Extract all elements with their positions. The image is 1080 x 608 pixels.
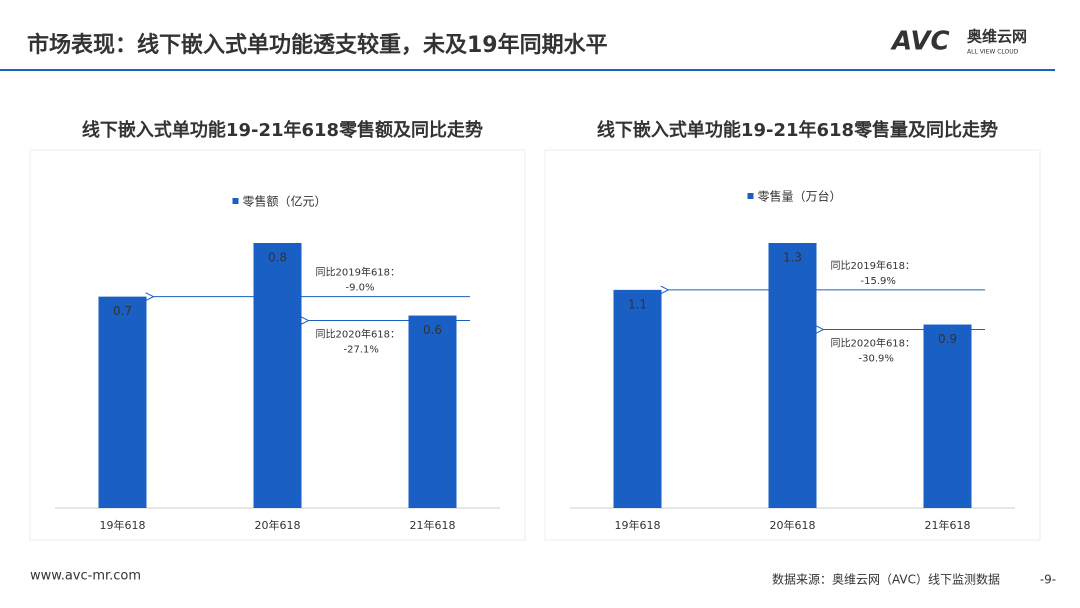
bar	[253, 243, 302, 508]
legend-label: 零售额（亿元）	[243, 194, 327, 209]
value-label: 1.1	[628, 297, 647, 311]
bar	[923, 324, 972, 508]
logo-en: ALL VIEW CLOUD	[967, 49, 1019, 56]
chart-title: 线下嵌入式单功能19-21年618零售额及同比走势	[82, 119, 483, 141]
annotation-label: 同比2019年618：	[316, 266, 401, 279]
logo-cn: 奥维云网	[967, 28, 1027, 46]
annotation-change: -30.9%	[859, 354, 894, 365]
logo: AVC	[890, 27, 950, 57]
panel-frame	[29, 149, 526, 541]
annotation-change: -15.9%	[861, 276, 896, 287]
annotation-change: -9.0%	[346, 283, 375, 294]
annotation-label: 同比2019年618：	[831, 259, 916, 272]
annotation-change: -27.1%	[344, 345, 379, 356]
value-label: 0.9	[938, 332, 957, 346]
x-tick-label: 21年618	[925, 518, 971, 532]
footer-source: 数据来源：奥维云网（AVC）线下监测数据	[772, 572, 1000, 587]
value-label: 0.7	[113, 304, 132, 318]
legend-swatch	[232, 198, 239, 204]
legend-label: 零售量（万台）	[758, 189, 842, 204]
slide-title: 市场表现：线下嵌入式单功能透支较重，未及19年同期水平	[27, 32, 608, 58]
footer-url: www.avc-mr.com	[30, 569, 141, 584]
page-number: -9-	[1040, 573, 1056, 587]
legend-swatch	[747, 193, 754, 199]
x-tick-label: 20年618	[770, 518, 816, 532]
panel-frame	[544, 149, 1041, 541]
value-label: 0.6	[423, 323, 442, 337]
bar	[613, 289, 662, 508]
chart-title: 线下嵌入式单功能19-21年618零售量及同比走势	[597, 119, 998, 141]
x-tick-label: 19年618	[100, 518, 146, 532]
x-tick-label: 19年618	[615, 518, 661, 532]
bar	[768, 243, 817, 508]
value-label: 0.8	[268, 251, 287, 265]
bar	[408, 315, 457, 508]
x-tick-label: 21年618	[410, 518, 456, 532]
annotation-label: 同比2020年618：	[316, 328, 401, 341]
bar	[98, 296, 147, 508]
x-tick-label: 20年618	[255, 518, 301, 532]
annotation-label: 同比2020年618：	[831, 337, 916, 350]
value-label: 1.3	[783, 251, 802, 265]
